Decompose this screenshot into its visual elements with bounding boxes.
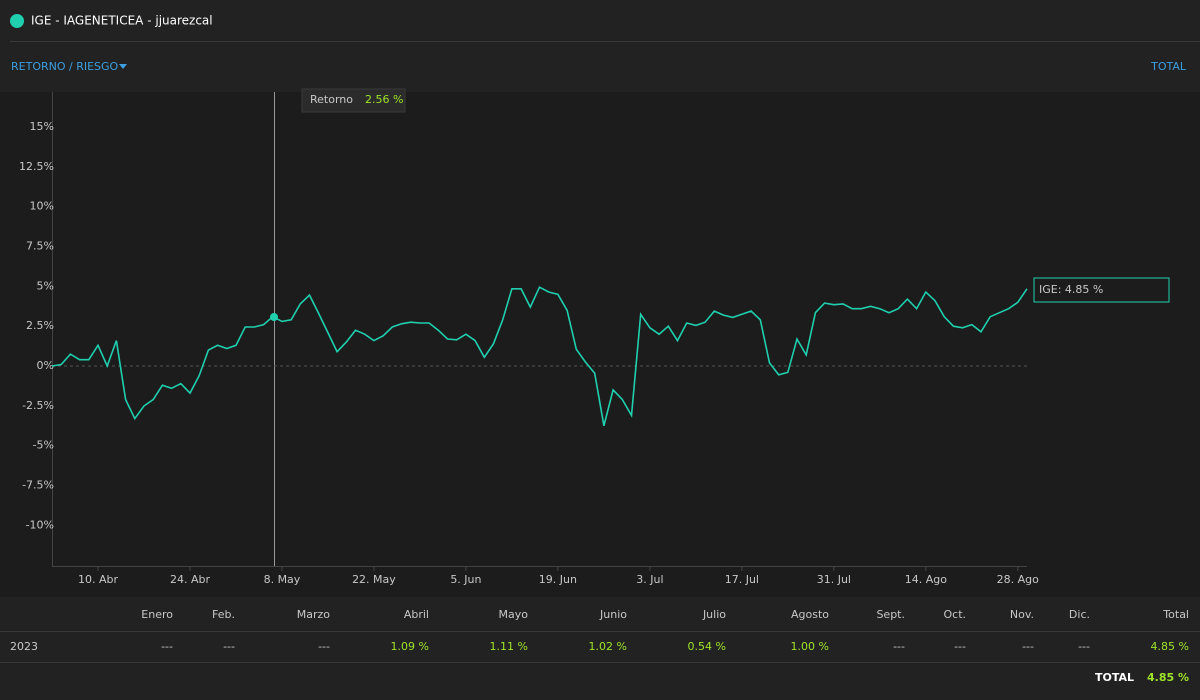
menu[interactable]: RETORNO / RIESGO [11,60,119,73]
y-tick-label: -10% [26,518,54,531]
y-tick-label: 10% [30,200,54,213]
cell: --- [1022,640,1034,653]
column-header: Junio [599,608,627,621]
cell: 1.11 % [490,640,528,653]
column-header: Agosto [791,608,829,621]
tooltip [301,88,406,113]
cursor-marker [270,313,278,321]
column-header: Enero [141,608,173,621]
end-label-box [1033,277,1170,303]
status-dot [10,14,24,28]
cell: 1.02 % [589,640,627,653]
cell: 0.54 % [688,640,726,653]
series-line [51,286,1028,426]
menu-caret[interactable] [119,64,127,69]
x-tick-label: 10. Abr [78,573,118,586]
y-tick-label: 0% [37,359,54,372]
column-header: Mayo [499,608,529,621]
tooltip-label: Retorno [310,93,353,106]
cell: --- [893,640,905,653]
y-tick-label: -5% [33,439,54,452]
column-header: Feb. [212,608,235,621]
returns-table: Enero Feb. Marzo Abril Mayo Junio Julio Agosto S… [0,608,1200,684]
x-tick-label: 22. May [352,573,396,586]
x-tick-label: 14. Ago [905,573,947,586]
x-tick-label: 24. Abr [170,573,210,586]
cell: --- [161,640,173,653]
x-tick-label: 17. Jul [725,573,759,586]
cell: --- [223,640,235,653]
y-tick-label: 15% [30,120,54,133]
y-tick-label: 2.5% [26,319,54,332]
y-tick-label: 7.5% [26,240,54,253]
column-header: Marzo [297,608,331,621]
plot: -10% -7.5% -5% -2.5% 0% 2.5% 5% 7.5% 10% 12.5% 15%… [19,92,1039,586]
total-label: TOTAL [1095,671,1134,684]
column-header: Nov. [1010,608,1034,621]
cell: 4.85 % [1151,640,1189,653]
x-tick-label: 19. Jun [539,573,577,586]
y-tick-label: 5% [37,279,54,292]
title: IGE - IAGENETICEA - jjuarezcal [31,14,213,28]
column-header: Julio [702,608,726,621]
y-tick-label: -7.5% [22,479,54,492]
cell: --- [1078,640,1090,653]
column-header: Abril [404,608,429,621]
y-tick-label: -2.5% [22,399,54,412]
cell: 1.09 % [391,640,429,653]
column-header: Dic. [1069,608,1090,621]
x-tick-label: 5. Jun [450,573,481,586]
row-label: 2023 [10,640,38,653]
chart-panel [0,92,1200,597]
x-tick-label: 3. Jul [636,573,663,586]
tooltip-value: 2.56 % [365,93,403,106]
total-link[interactable]: TOTAL [1150,60,1187,73]
cell: --- [318,640,330,653]
column-header: Total [1162,608,1189,621]
column-header: Sept. [876,608,905,621]
x-tick-label: 28. Ago [997,573,1039,586]
total-value: 4.85 % [1147,671,1189,684]
x-tick-label: 31. Jul [817,573,851,586]
cell: --- [954,640,966,653]
cell: 1.00 % [791,640,829,653]
end-label: IGE: 4.85 % [1039,283,1103,296]
column-header: Oct. [943,608,966,621]
x-tick-label: 8. May [264,573,301,586]
y-tick-label: 12.5% [19,160,54,173]
